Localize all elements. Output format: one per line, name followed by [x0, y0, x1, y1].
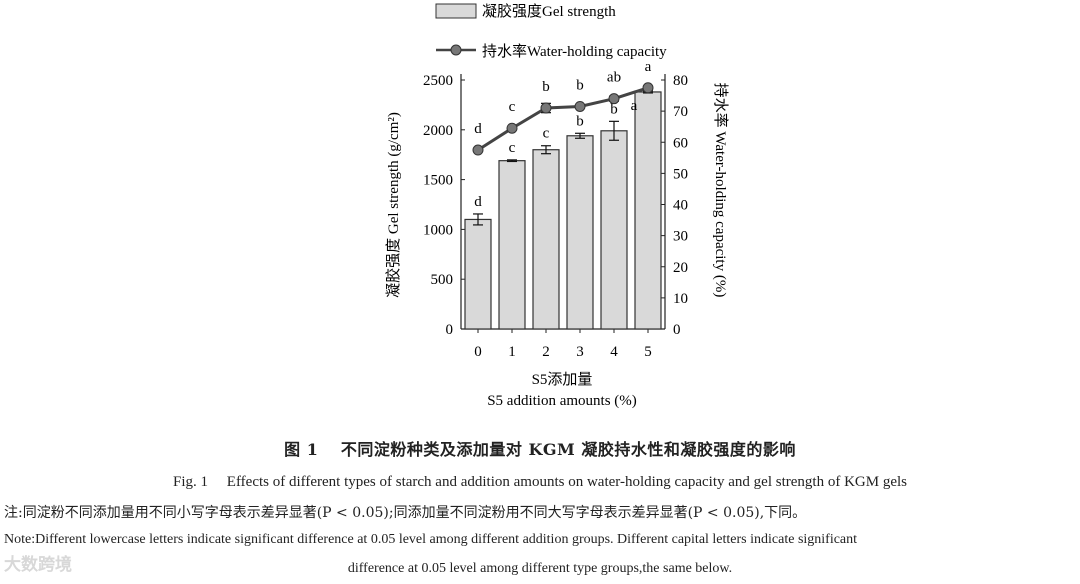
water-holding-line	[477, 86, 649, 152]
x-tick-label: 0	[474, 344, 482, 360]
water-holding-letter: ab	[607, 70, 621, 86]
y-right-tick-label: 40	[673, 198, 688, 214]
water-holding-point	[608, 93, 620, 105]
water-holding-letter: d	[474, 121, 482, 137]
water-holding-point	[540, 102, 552, 114]
legend-bar-label: 凝胶强度Gel strength	[482, 3, 616, 20]
y-axis-right-label: 持水率 Water-holding capacity (%)	[712, 83, 729, 298]
x-axis-label-cn: S5添加量	[532, 371, 593, 388]
water-holding-letter: a	[645, 59, 652, 75]
gel-strength-letter: b	[576, 113, 584, 129]
figure-caption-cn: 图 1 不同淀粉种类及添加量对 KGM 凝胶持水性和凝胶强度的影响	[284, 440, 796, 459]
gel-strength-bar	[532, 149, 560, 330]
x-tick-label: 2	[542, 344, 550, 360]
note-cn: 注:同淀粉不同添加量用不同小写字母表示差异显著(P < 0.05);同添加量不同…	[4, 505, 807, 521]
gel-strength-letter: a	[631, 98, 638, 114]
figure-caption-en: Fig. 1 Effects of different types of sta…	[173, 474, 907, 490]
y-right-tick-label: 10	[673, 291, 688, 307]
y-left-tick-label: 2000	[423, 123, 453, 139]
y-right-tick-label: 0	[673, 322, 681, 338]
legend-line-label: 持水率Water-holding capacity	[482, 43, 667, 60]
y-left-tick-label: 0	[446, 322, 454, 338]
water-holding-letter: b	[542, 79, 550, 95]
y-left-tick-label: 500	[431, 272, 454, 288]
gel-strength-bar	[464, 218, 492, 330]
gel-strength-letter: b	[610, 101, 618, 117]
y-right-tick-label: 70	[673, 104, 688, 120]
water-holding-point	[472, 144, 484, 156]
water-holding-point	[574, 100, 586, 112]
gel-strength-letter: c	[509, 140, 516, 156]
gel-strength-bar	[634, 91, 662, 330]
x-axis-label-en: S5 addition amounts (%)	[487, 393, 637, 409]
y-right-tick-label: 20	[673, 260, 688, 276]
y-right-tick-label: 50	[673, 166, 688, 182]
y-right-tick-label: 30	[673, 229, 688, 245]
note-en-line2: difference at 0.05 level among different…	[347, 561, 733, 576]
x-tick-label: 1	[508, 344, 516, 360]
y-right-tick-label: 60	[673, 135, 688, 151]
chart-axes: 0 500 1000 1500 2000 2500 0 10 20 30 40 50 60 70 80 0 1 2…	[423, 73, 688, 360]
watermark-logo: 大数跨境	[4, 555, 72, 575]
gel-strength-bar	[600, 130, 628, 330]
y-left-tick-label: 2500	[423, 73, 453, 89]
x-tick-label: 4	[610, 344, 618, 360]
gel-strength-letter: c	[543, 126, 550, 142]
note-en-line1: Note:Different lowercase letters indicat…	[4, 532, 858, 547]
water-holding-point	[506, 122, 518, 134]
water-holding-letter: b	[576, 77, 584, 93]
legend-line-marker	[450, 44, 462, 56]
gel-strength-bar	[566, 135, 594, 330]
y-left-tick-label: 1500	[423, 173, 453, 189]
y-left-tick-label: 1000	[423, 222, 453, 238]
chart-figure: 凝胶强度Gel strength 持水率Water-holding capaci…	[385, 3, 729, 409]
line-series: dcb b aba	[472, 59, 654, 156]
gel-strength-letter: d	[474, 194, 482, 210]
y-right-tick-label: 80	[673, 73, 688, 89]
chart-legend: 凝胶强度Gel strength 持水率Water-holding capaci…	[435, 3, 667, 60]
gel-strength-bar	[498, 160, 526, 330]
water-holding-letter: c	[509, 99, 516, 115]
x-tick-label: 5	[644, 344, 652, 360]
y-axis-left-label: 凝胶强度 Gel strength (g/cm²)	[385, 112, 402, 298]
legend-bar-swatch	[435, 3, 477, 19]
x-tick-label: 3	[576, 344, 584, 360]
water-holding-point	[642, 82, 654, 94]
